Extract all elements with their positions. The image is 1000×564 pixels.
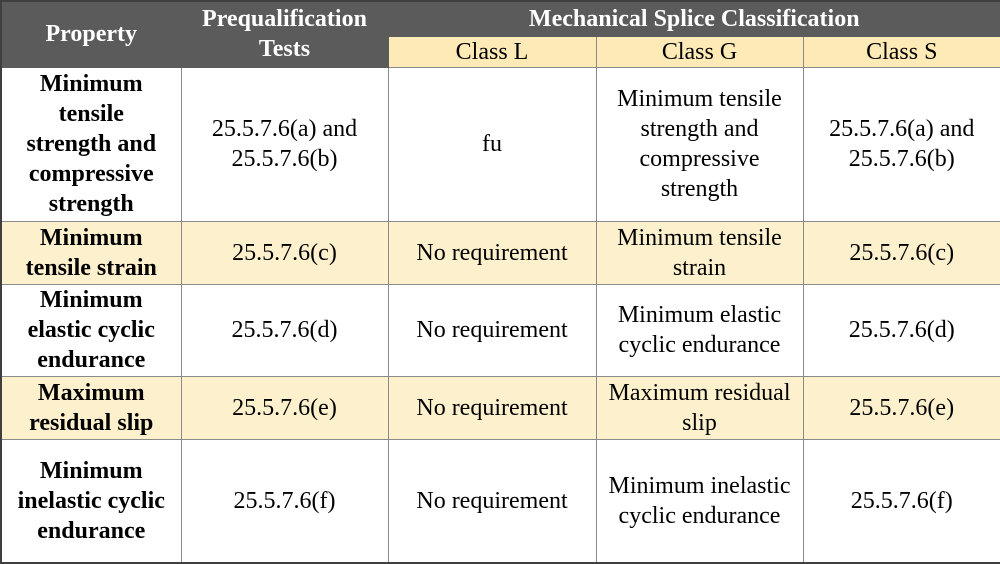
table-cell: No requirement (387, 375, 597, 440)
property-cell: Minimum elastic cyclic endurance (0, 283, 182, 377)
table-row: Minimum tensile strength and compressive… (0, 66, 1000, 222)
table-row: Minimum inelastic cyclic endurance 25.5.7… (0, 438, 1000, 564)
table-cell: 25.5.7.6(a) and 25.5.7.6(b) (180, 66, 389, 222)
table-cell: No requirement (387, 220, 597, 285)
table-cell: 25.5.7.6(c) (802, 220, 1000, 285)
subheader-cell: Class G (595, 35, 804, 68)
table-row: Minimum tensile strain 25.5.7.6(c) No requ… (0, 220, 1000, 285)
property-cell: Maximum residual slip (0, 375, 182, 440)
table-cell: Maximum residual slip (595, 375, 804, 440)
header-cell: Mechanical Splice Classification (387, 0, 1000, 37)
property-cell: Minimum tensile strength and compressive… (0, 66, 182, 222)
table-cell: No requirement (387, 283, 597, 377)
table-cell: 25.5.7.6(e) (180, 375, 389, 440)
table-cell: Minimum tensile strain (595, 220, 804, 285)
table-cell: 25.5.7.6(e) (802, 375, 1000, 440)
property-cell: Minimum tensile strain (0, 220, 182, 285)
table-cell: 25.5.7.6(c) (180, 220, 389, 285)
property-cell: Minimum inelastic cyclic endurance (0, 438, 182, 564)
table-cell: Minimum inelastic cyclic endurance (595, 438, 804, 564)
subheader-cell: Class L (387, 35, 597, 68)
table-cell: Minimum elastic cyclic endurance (595, 283, 804, 377)
table-body: Minimum tensile strength and compressive… (0, 66, 1000, 564)
table-cell: 25.5.7.6(a) and 25.5.7.6(b) (802, 66, 1000, 222)
table-cell: No requirement (387, 438, 597, 564)
table-row: Maximum residual slip 25.5.7.6(e) No requi… (0, 375, 1000, 440)
table-cell: fu (387, 66, 597, 222)
header-cell: Property (0, 0, 182, 68)
table-cell: Minimum tensile strength and compressive… (595, 66, 804, 222)
subheader-cell: Class S (802, 35, 1000, 68)
table-row: Minimum elastic cyclic endurance 25.5.7.6… (0, 283, 1000, 377)
header-cell: Prequalification Tests (180, 0, 389, 68)
table-cell: 25.5.7.6(d) (802, 283, 1000, 377)
table-cell: 25.5.7.6(f) (802, 438, 1000, 564)
table-cell: 25.5.7.6(d) (180, 283, 389, 377)
table-cell: 25.5.7.6(f) (180, 438, 389, 564)
